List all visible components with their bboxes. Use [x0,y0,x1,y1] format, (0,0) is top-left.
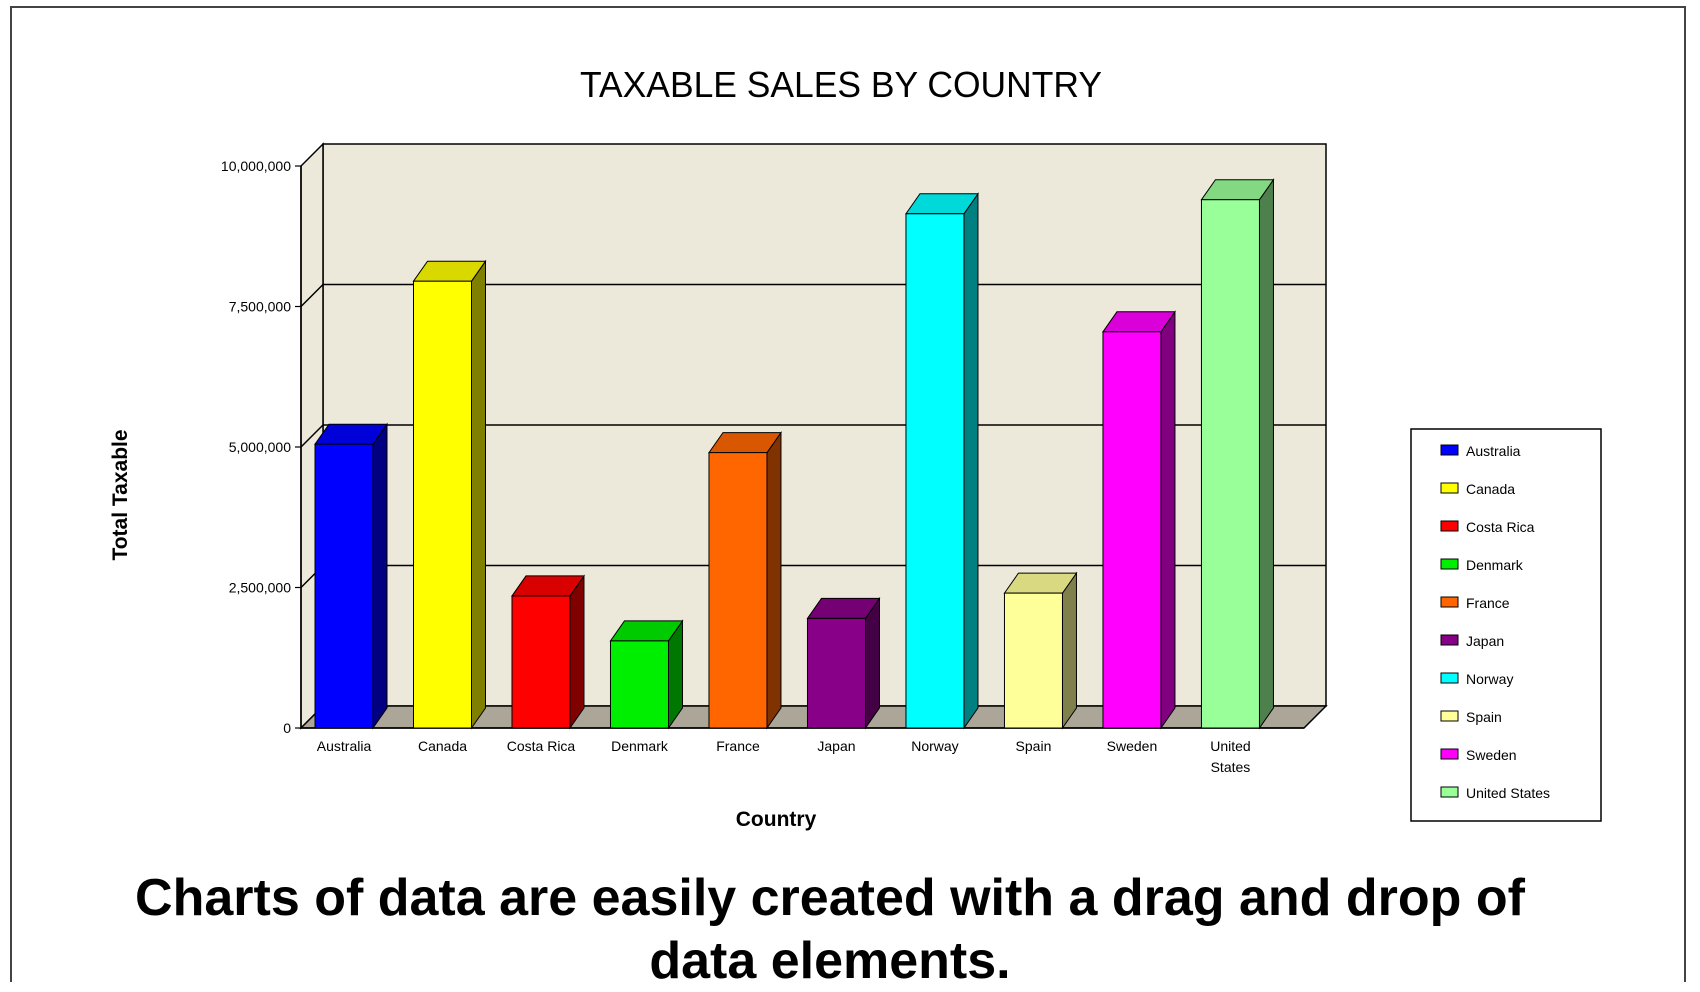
bar-side [1160,310,1176,730]
legend-label: United States [1466,785,1550,801]
x-axis-title: Country [736,808,817,831]
bar-side [569,574,585,730]
x-tick-label: France [716,738,760,754]
bar-side [1061,571,1077,730]
gridline-side [300,424,324,448]
y-axis-title: Total Taxable [109,429,132,560]
bar-australia [314,422,388,730]
y-tick-label: 2,500,000 [229,580,291,596]
legend-swatch [1440,748,1459,760]
x-tick-label: Canada [418,738,467,754]
legend-label: Australia [1466,443,1521,459]
x-tick-label: Denmark [611,738,669,754]
legend-swatch [1440,482,1459,494]
legend-swatch [1440,634,1459,646]
legend-label: Norway [1466,671,1513,687]
bar-front [609,640,669,729]
legend-label: Denmark [1466,557,1524,573]
legend-label: Sweden [1466,747,1517,763]
x-tick-label: Australia [317,738,372,754]
bar-japan [806,596,881,730]
y-tick-label: 7,500,000 [229,299,291,315]
legend-swatch [1440,558,1459,570]
legend-swatch [1440,786,1459,798]
bar-side [766,431,782,730]
bar-front [412,280,472,729]
y-tick-label: 5,000,000 [229,439,291,455]
y-tick-label: 10,000,000 [221,158,291,174]
bar-front [1200,199,1260,729]
bar-costa-rica [511,574,585,730]
bar-united-states [1200,178,1275,730]
bar-front [708,452,768,729]
bar-norway [905,192,979,730]
legend-label: Costa Rica [1466,519,1535,535]
x-tick-label: Spain [1016,738,1052,754]
x-tick-label: Norway [911,738,958,754]
legend-swatch [1440,672,1459,684]
chart-title: TAXABLE SALES BY COUNTRY [580,64,1102,105]
bar-front [314,443,374,729]
x-tick-label: Sweden [1107,738,1158,754]
caption-line-2: data elements. [649,932,1011,990]
legend-label: Canada [1466,481,1515,497]
x-tick-label: United [1210,738,1250,754]
bar-spain [1003,571,1078,730]
bar-france [708,431,782,730]
legend-label: France [1466,595,1510,611]
gridline-side [300,283,324,308]
legend-swatch [1440,444,1459,456]
legend-label: Spain [1466,709,1502,725]
legend-swatch [1440,596,1459,608]
bar-sweden [1101,310,1176,730]
legend-swatch [1440,710,1459,722]
bar-front [1003,592,1063,729]
legend-label: Japan [1466,633,1504,649]
bar-side [864,596,880,730]
legend-swatch [1440,520,1459,532]
caption-line-1: Charts of data are easily created with a… [135,869,1525,927]
bar-side [1258,178,1274,730]
bar-side [963,192,979,730]
bar-front [806,617,866,729]
y-tick-label: 0 [283,720,291,736]
bar-side [470,259,486,730]
x-tick-label: States [1211,759,1251,775]
bar-denmark [609,619,684,730]
bar-front [905,213,965,729]
bar-front [511,595,571,729]
bar-canada [412,259,487,730]
x-tick-label: Costa Rica [507,738,576,754]
bar-side [372,422,388,730]
x-tick-label: Japan [817,738,855,754]
bar-front [1102,331,1162,729]
